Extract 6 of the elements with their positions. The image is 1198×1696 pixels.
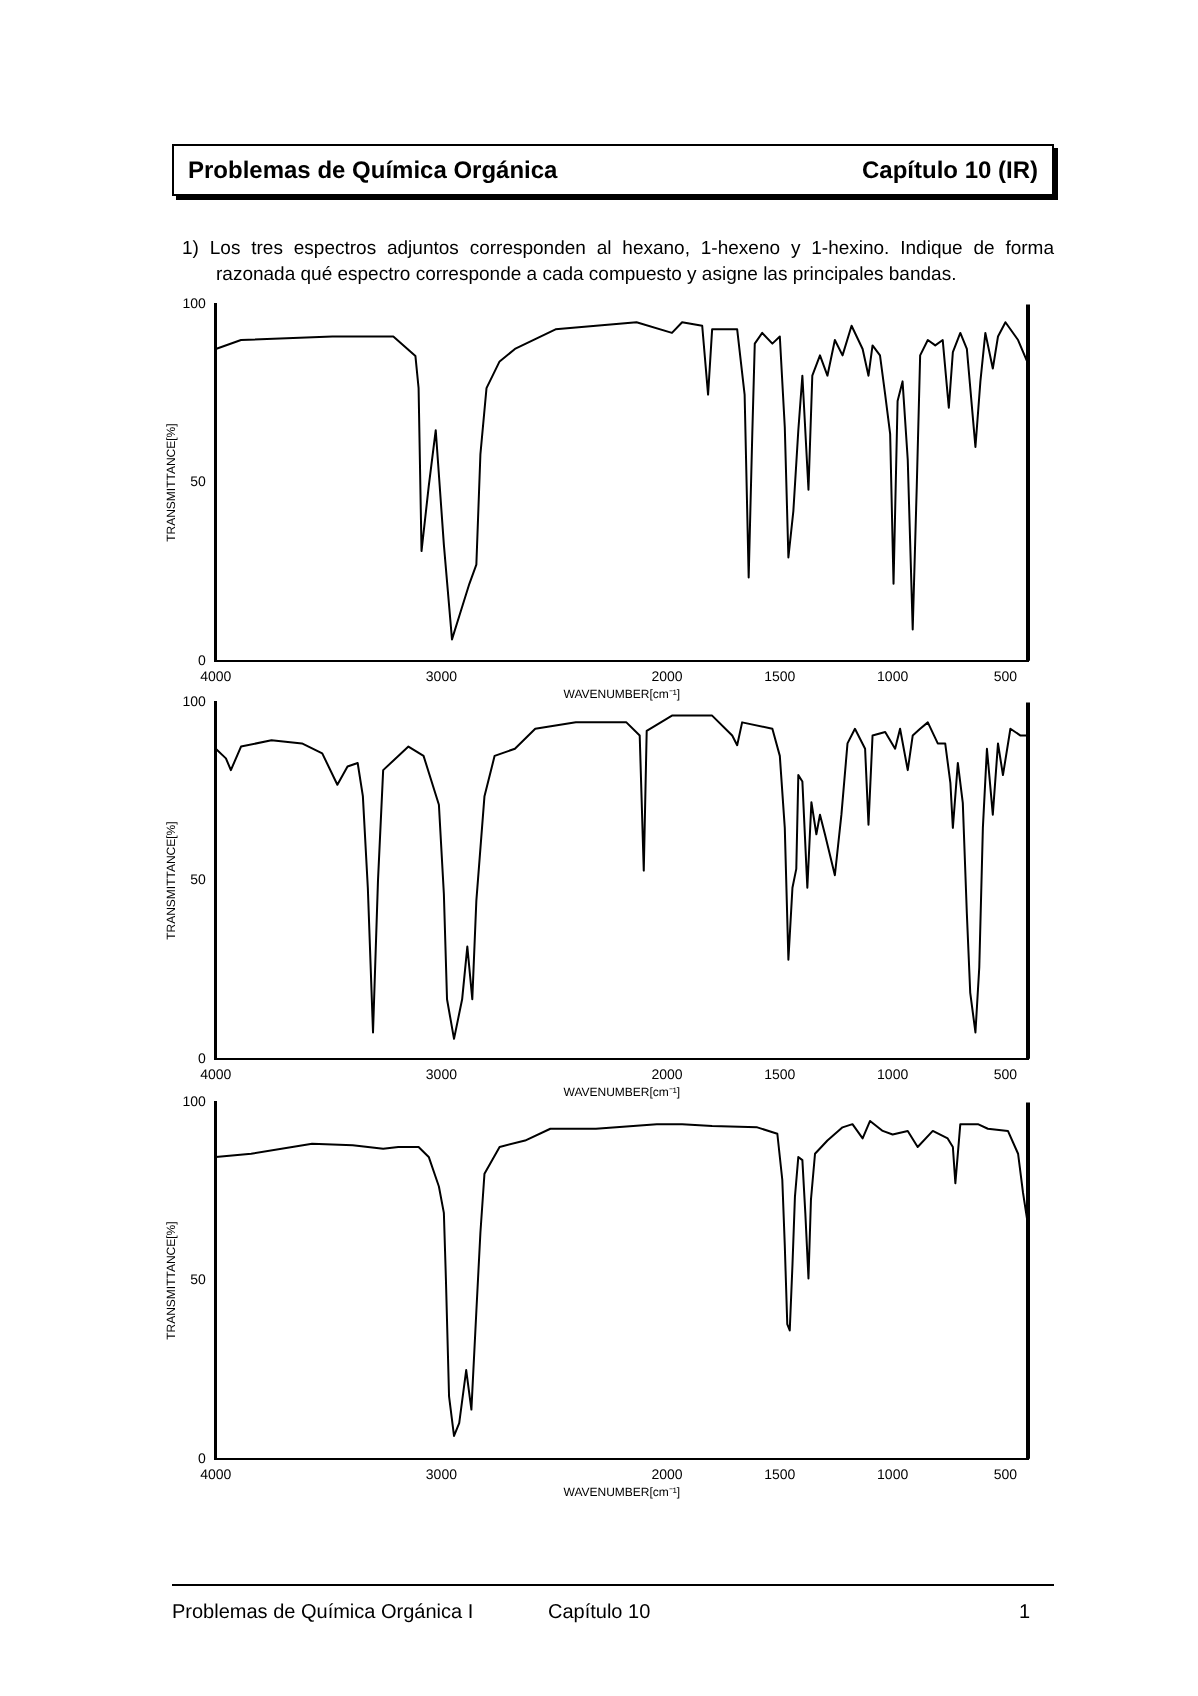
text: Capítulo 10 (IR) <box>861 156 1038 184</box>
text: 1 <box>1018 1602 1030 1624</box>
text: Problemas de Química Orgánica <box>188 156 558 184</box>
text: 1) Los tres espectros adjuntos corresponden al hexano, 1-hexeno y 1-hexino. Indique de forma razonada qué espectro corresponde a cada compuesto y asigne las principales bandas. <box>182 236 1054 288</box>
text: Problemas de Química Orgánica I <box>172 1602 474 1624</box>
text: Capítulo 10 <box>548 1602 651 1624</box>
